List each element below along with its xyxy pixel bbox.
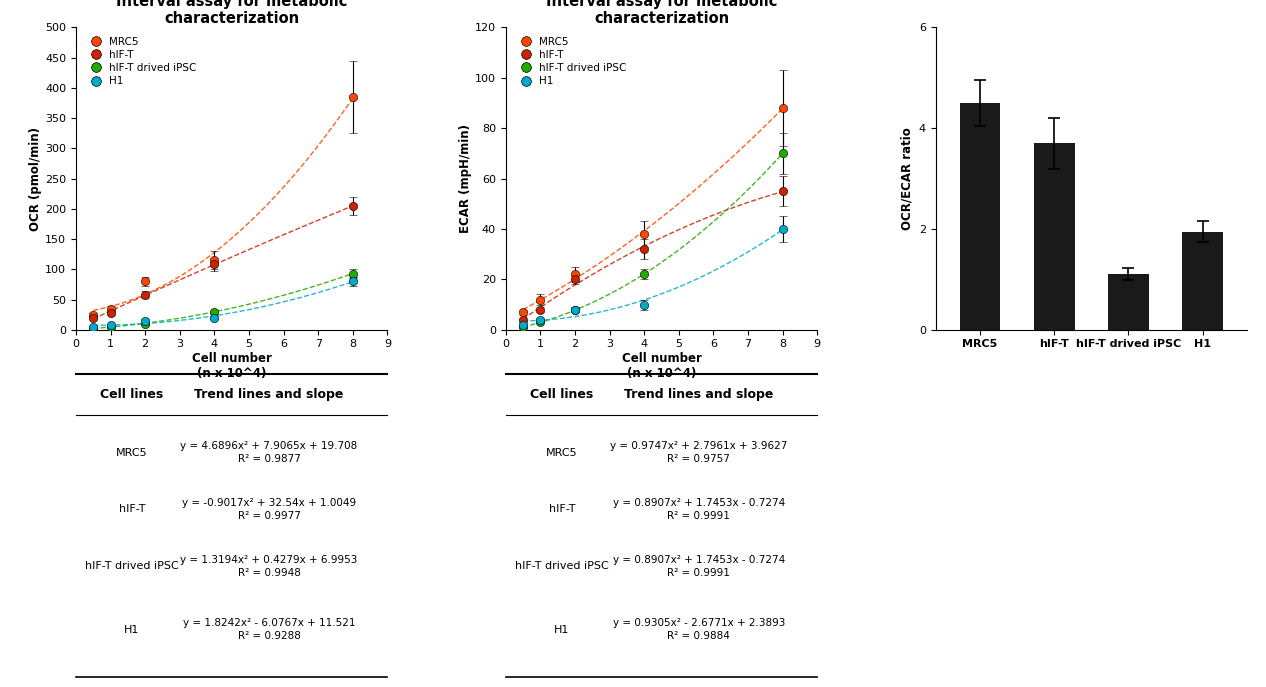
Bar bbox=[1108, 274, 1148, 330]
Y-axis label: ECAR (mpH/min): ECAR (mpH/min) bbox=[460, 124, 472, 233]
Text: MRC5: MRC5 bbox=[116, 448, 148, 458]
Text: MRC5: MRC5 bbox=[546, 448, 577, 458]
Y-axis label: OCR/ECAR ratio: OCR/ECAR ratio bbox=[900, 127, 913, 230]
Text: hIF-T drived iPSC: hIF-T drived iPSC bbox=[85, 561, 179, 572]
Legend: MRC5, hIF-T, hIF-T drived iPSC, H1: MRC5, hIF-T, hIF-T drived iPSC, H1 bbox=[511, 33, 630, 91]
Legend: MRC5, hIF-T, hIF-T drived iPSC, H1: MRC5, hIF-T, hIF-T drived iPSC, H1 bbox=[81, 33, 201, 91]
Text: y = 0.9747x² + 2.7961x + 3.9627
R² = 0.9757: y = 0.9747x² + 2.7961x + 3.9627 R² = 0.9… bbox=[610, 441, 787, 464]
Bar bbox=[960, 103, 1000, 330]
Text: hIF-T drived iPSC: hIF-T drived iPSC bbox=[515, 561, 609, 572]
Text: y = 4.6896x² + 7.9065x + 19.708
R² = 0.9877: y = 4.6896x² + 7.9065x + 19.708 R² = 0.9… bbox=[181, 441, 358, 464]
Text: Trend lines and slope: Trend lines and slope bbox=[624, 387, 774, 401]
Text: y = 0.8907x² + 1.7453x - 0.7274
R² = 0.9991: y = 0.8907x² + 1.7453x - 0.7274 R² = 0.9… bbox=[613, 498, 785, 521]
X-axis label: Cell number
(n x 10^4): Cell number (n x 10^4) bbox=[191, 352, 272, 381]
Bar bbox=[1182, 232, 1223, 330]
Y-axis label: OCR (pmol/min): OCR (pmol/min) bbox=[29, 126, 42, 231]
Title: Interval assay for metabolic
characterization: Interval assay for metabolic characteriz… bbox=[546, 0, 777, 26]
Text: y = 1.8242x² - 6.0767x + 11.521
R² = 0.9288: y = 1.8242x² - 6.0767x + 11.521 R² = 0.9… bbox=[182, 618, 356, 641]
Text: Cell lines: Cell lines bbox=[530, 387, 594, 401]
Text: hIF-T: hIF-T bbox=[119, 504, 146, 515]
Text: y = 0.8907x² + 1.7453x - 0.7274
R² = 0.9991: y = 0.8907x² + 1.7453x - 0.7274 R² = 0.9… bbox=[613, 555, 785, 578]
X-axis label: Cell number
(n x 10^4): Cell number (n x 10^4) bbox=[622, 352, 701, 381]
Bar bbox=[1034, 144, 1075, 330]
Text: H1: H1 bbox=[124, 624, 139, 635]
Text: H1: H1 bbox=[555, 624, 570, 635]
Title: Interval assay for metabolic
characterization: Interval assay for metabolic characteriz… bbox=[116, 0, 347, 26]
Text: y = 1.3194x² + 0.4279x + 6.9953
R² = 0.9948: y = 1.3194x² + 0.4279x + 6.9953 R² = 0.9… bbox=[180, 555, 358, 578]
Text: hIF-T: hIF-T bbox=[548, 504, 575, 515]
Text: Cell lines: Cell lines bbox=[100, 387, 163, 401]
Text: y = 0.9305x² - 2.6771x + 2.3893
R² = 0.9884: y = 0.9305x² - 2.6771x + 2.3893 R² = 0.9… bbox=[613, 618, 785, 641]
Text: y = -0.9017x² + 32.54x + 1.0049
R² = 0.9977: y = -0.9017x² + 32.54x + 1.0049 R² = 0.9… bbox=[182, 498, 356, 521]
Text: Trend lines and slope: Trend lines and slope bbox=[195, 387, 344, 401]
